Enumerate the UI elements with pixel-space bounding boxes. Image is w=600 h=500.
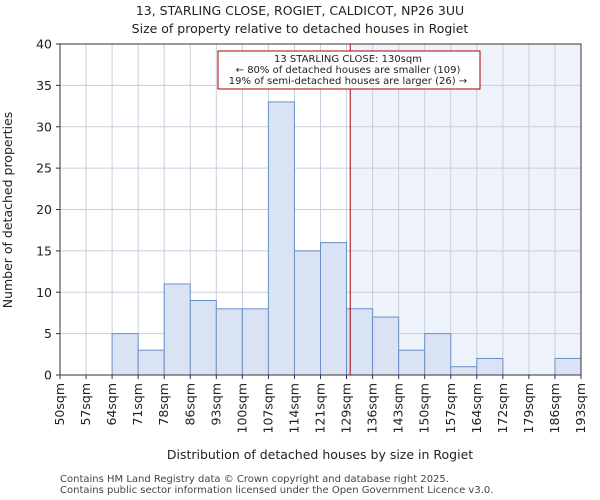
chart-title-line2: Size of property relative to detached ho… — [132, 21, 469, 36]
x-tick-label: 78sqm — [156, 383, 171, 426]
x-tick-label: 100sqm — [234, 383, 249, 433]
x-tick-label: 179sqm — [521, 383, 536, 433]
bar — [372, 316, 400, 376]
bar — [163, 283, 191, 376]
y-tick-label: 25 — [36, 161, 52, 176]
bars — [111, 101, 582, 376]
y-axis-label: Number of detached properties — [0, 112, 15, 309]
x-tick-label: 93sqm — [208, 383, 223, 426]
chart-title-line1: 13, STARLING CLOSE, ROGIET, CALDICOT, NP… — [136, 3, 464, 18]
x-tick-label: 129sqm — [339, 383, 354, 433]
y-tick-label: 20 — [36, 202, 52, 217]
x-tick-label: 164sqm — [469, 383, 484, 433]
bar — [424, 333, 452, 376]
annotation-line3: 19% of semi-detached houses are larger (… — [229, 76, 467, 87]
x-tick-label: 57sqm — [78, 383, 93, 426]
x-tick-label: 172sqm — [495, 383, 510, 433]
y-tick-label: 40 — [36, 37, 52, 52]
y-ticks: 0 5 10 15 20 25 30 35 40 — [36, 37, 60, 383]
x-tick-label: 86sqm — [182, 383, 197, 426]
x-axis-label: Distribution of detached houses by size … — [167, 447, 473, 462]
bar — [293, 250, 322, 376]
x-tick-label: 136sqm — [365, 383, 380, 433]
x-tick-label: 64sqm — [104, 383, 119, 426]
bar — [320, 242, 348, 376]
y-tick-label: 35 — [36, 78, 52, 93]
bar — [111, 333, 139, 376]
bar — [137, 349, 165, 376]
bar — [476, 357, 504, 376]
bar — [450, 366, 478, 376]
annotation-box: 13 STARLING CLOSE: 130sqm ← 80% of detac… — [217, 50, 481, 90]
footer-line2: Contains public sector information licen… — [60, 485, 493, 496]
x-tick-label: 121sqm — [313, 383, 328, 433]
y-tick-label: 30 — [36, 119, 52, 134]
x-tick-label: 150sqm — [417, 383, 432, 433]
bar — [215, 308, 243, 376]
bar — [267, 101, 295, 376]
x-tick-label: 71sqm — [130, 383, 145, 426]
x-tick-label: 50sqm — [52, 383, 67, 426]
annotation-line1: 13 STARLING CLOSE: 130sqm — [274, 54, 422, 65]
bar — [346, 308, 374, 376]
x-tick-label: 193sqm — [573, 383, 588, 433]
bar — [241, 308, 269, 376]
bar — [189, 300, 217, 376]
bar — [554, 357, 582, 376]
footer-line1: Contains HM Land Registry data © Crown c… — [60, 474, 449, 485]
y-tick-label: 15 — [36, 243, 52, 258]
x-ticks: 50sqm 57sqm 64sqm 71sqm 78sqm 86sqm 93sqm 100sq… — [52, 375, 588, 433]
y-tick-label: 0 — [44, 368, 52, 383]
y-tick-label: 10 — [36, 285, 52, 300]
x-tick-label: 186sqm — [547, 383, 562, 433]
x-tick-label: 107sqm — [260, 383, 275, 433]
annotation-frame — [217, 50, 481, 90]
bar — [398, 349, 426, 376]
x-tick-label: 114sqm — [286, 383, 301, 433]
x-tick-label: 157sqm — [443, 383, 458, 433]
y-tick-label: 5 — [44, 326, 52, 341]
x-tick-label: 143sqm — [391, 383, 406, 433]
annotation-line2: ← 80% of detached houses are smaller (10… — [236, 65, 461, 76]
